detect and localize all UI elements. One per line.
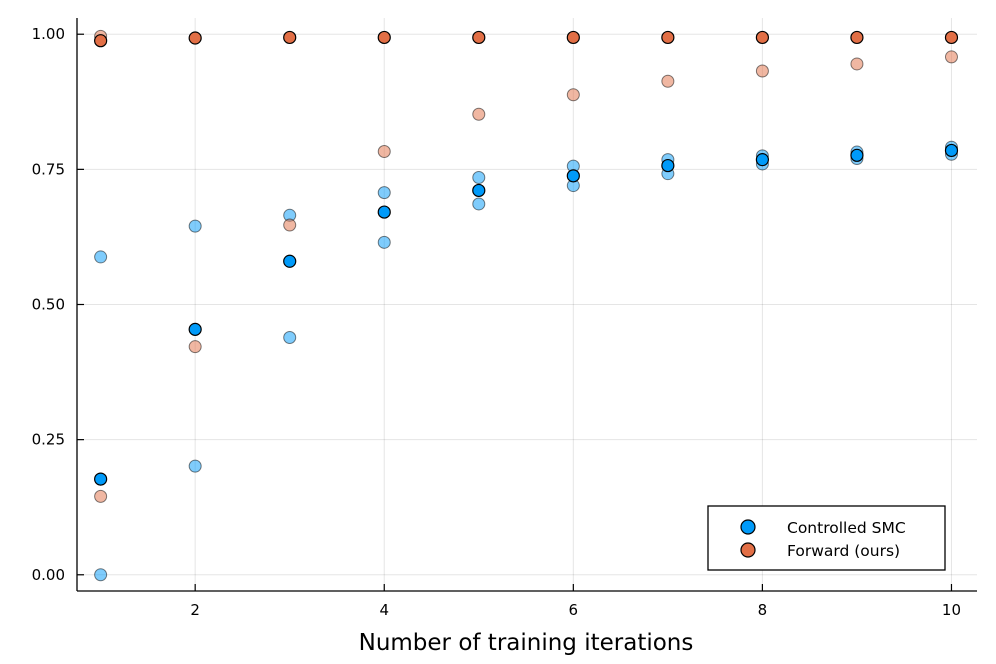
mean-point-forward-ours (566, 30, 580, 45)
legend-marker-forward (740, 542, 756, 558)
mean-point-controlled-smc (283, 254, 297, 268)
mean-point-forward-ours (850, 30, 864, 45)
mean-point-forward-ours (188, 31, 202, 45)
axes (76, 18, 977, 592)
legend: Controlled SMC Forward (ours) (707, 505, 946, 571)
mean-point-forward-ours (472, 30, 486, 45)
x-axis-title: Number of training iterations (359, 630, 694, 656)
mean-point-forward-ours (944, 30, 959, 45)
run-point-controlled-smc (472, 197, 486, 211)
run-point-controlled-smc (377, 235, 391, 249)
mean-point-controlled-smc (566, 169, 580, 183)
mean-points-layer (94, 30, 959, 486)
mean-point-controlled-smc (850, 148, 864, 162)
x-tick-label: 2 (190, 601, 200, 619)
y-tick-label: 0.25 (32, 431, 65, 449)
run-point-forward-ours (566, 88, 580, 102)
run-point-forward-ours (94, 489, 108, 503)
legend-label-controlled-smc: Controlled SMC (787, 519, 906, 537)
mean-point-controlled-smc (755, 153, 769, 167)
mean-point-forward-ours (755, 30, 769, 45)
x-tick-label: 4 (379, 601, 389, 619)
run-point-forward-ours (188, 340, 202, 354)
run-point-controlled-smc (94, 568, 108, 582)
y-tick-label: 0.75 (32, 160, 65, 178)
x-tick-labels: 2 4 6 8 10 (190, 601, 961, 619)
mean-point-forward-ours (283, 30, 297, 45)
mean-point-forward-ours (377, 30, 391, 45)
run-point-forward-ours (472, 107, 486, 121)
mean-point-forward-ours (94, 34, 108, 48)
legend-marker-controlled-smc (740, 519, 756, 535)
run-point-forward-ours (283, 218, 297, 232)
y-tick-labels: 0.00 0.25 0.50 0.75 1.00 (32, 25, 65, 584)
y-tick-label: 0.50 (32, 296, 65, 314)
run-point-controlled-smc (188, 219, 202, 233)
run-point-controlled-smc (188, 459, 202, 473)
y-tick-label: 0.00 (32, 566, 65, 584)
run-point-forward-ours (661, 74, 675, 88)
run-point-forward-ours (850, 57, 864, 71)
legend-box (707, 505, 946, 571)
x-tick-label: 8 (758, 601, 768, 619)
y-tick-label: 1.00 (32, 25, 65, 43)
run-point-forward-ours (377, 145, 391, 159)
grid (77, 18, 977, 591)
mean-point-controlled-smc (377, 205, 391, 219)
run-point-forward-ours (944, 50, 958, 64)
run-point-controlled-smc (377, 186, 391, 200)
x-tick-label: 10 (942, 601, 961, 619)
x-tick-label: 6 (569, 601, 579, 619)
run-point-controlled-smc (283, 330, 297, 344)
run-point-forward-ours (755, 64, 769, 78)
legend-label-forward: Forward (ours) (787, 542, 900, 560)
mean-point-controlled-smc (661, 158, 675, 173)
mean-point-controlled-smc (94, 472, 108, 486)
mean-point-controlled-smc (944, 143, 959, 158)
mean-point-forward-ours (661, 30, 675, 45)
mean-point-controlled-smc (188, 322, 202, 336)
mean-point-controlled-smc (472, 183, 486, 198)
run-point-controlled-smc (472, 170, 486, 184)
run-point-controlled-smc (94, 250, 108, 264)
